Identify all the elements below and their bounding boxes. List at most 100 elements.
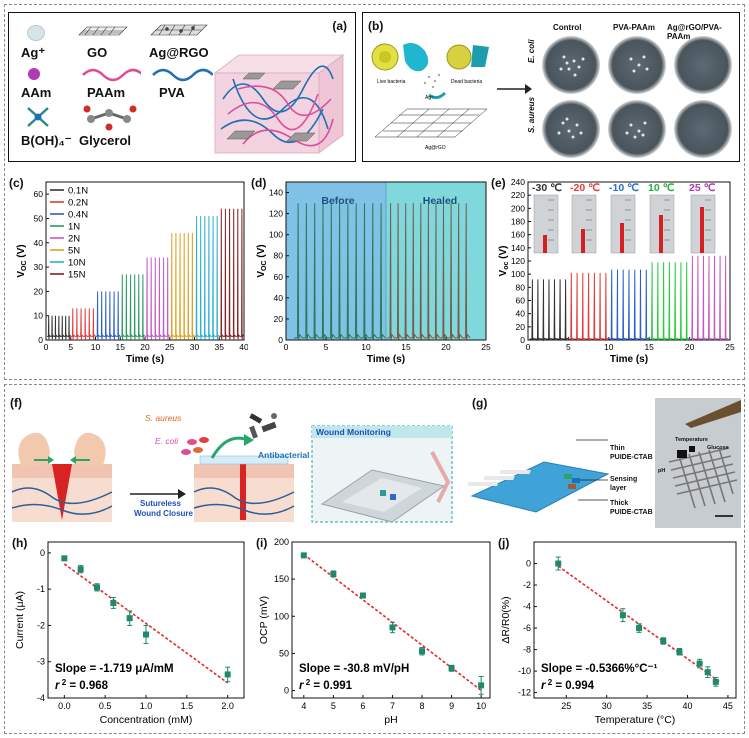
chart-e: 0 5 10 15 20 25020406080100120140160180200220… xyxy=(498,178,735,365)
y-tick-label: -2 xyxy=(523,580,531,590)
r2-annotation: r 2 = 0.994 xyxy=(541,678,595,692)
slope-annotation: Slope = -30.8 mV/pH xyxy=(299,663,409,675)
label-wound-monitoring: Wound Monitoring xyxy=(316,427,391,437)
temp-label: -30 ℃ xyxy=(532,182,562,194)
y-tick-label: -1 xyxy=(37,584,45,594)
hydrogel-network-illustration xyxy=(213,54,345,154)
legend-label: 15N xyxy=(68,270,86,281)
dish-pva-saureus xyxy=(608,100,666,158)
thermometer-mercury xyxy=(659,215,663,253)
data-point xyxy=(110,599,117,606)
x-tick-label: 0 xyxy=(284,342,289,352)
r2-annotation: r 2 = 0.968 xyxy=(55,678,109,692)
x-tick-label: 25 xyxy=(165,342,175,352)
data-point xyxy=(94,584,100,591)
y-tick-label: 80 xyxy=(516,282,526,292)
mat-pva: PVA xyxy=(159,85,185,100)
x-axis-label: Time (s) xyxy=(367,354,405,365)
y-tick-label: 140 xyxy=(511,243,525,253)
y-tick-label: 60 xyxy=(274,272,284,282)
label-healed: Healed xyxy=(423,195,457,207)
thermometer-mercury xyxy=(620,223,624,253)
x-tick-label: 20 xyxy=(685,342,695,352)
skin-tissue-left xyxy=(12,432,113,522)
y-tick-label: 220 xyxy=(511,190,525,200)
series-line-10 xyxy=(649,262,690,342)
chart-j: 25 30 35 40 45 0 -2 -4 -6 -8 -10 -12 Temperature (°C… xyxy=(500,541,737,726)
y-tick-label: 140 xyxy=(269,188,283,198)
dead-bacteria-cluster xyxy=(249,413,277,439)
x-tick-label: 0.0 xyxy=(58,701,71,711)
x-tick-label: 35 xyxy=(215,342,225,352)
dish-pva-ecoli xyxy=(608,36,666,94)
label-layer: layer xyxy=(610,485,627,492)
panel-label-i: (i) xyxy=(256,536,268,550)
data-point xyxy=(712,678,719,685)
fit-line xyxy=(63,563,229,684)
plot-frame xyxy=(533,541,737,699)
panel-label-f: (f) xyxy=(10,396,22,410)
temp-label: 25 ℃ xyxy=(689,182,716,194)
y-tick-label: -3 xyxy=(37,657,45,667)
y-tick-label: 20 xyxy=(516,322,526,332)
data-point xyxy=(478,682,485,689)
x-axis-label: Concentration (mM) xyxy=(100,714,193,726)
x-tick-label: 0.5 xyxy=(99,701,112,711)
y-axis-label: OCP (mV) xyxy=(258,596,270,644)
legend-label: 0.1N xyxy=(68,186,88,197)
row-label-ecoli: E. coli xyxy=(527,39,536,63)
data-point xyxy=(619,612,626,619)
y-tick-label: 40 xyxy=(516,309,526,319)
svg-text:Live bacteria: Live bacteria xyxy=(377,79,406,85)
plot-frame xyxy=(291,541,491,699)
data-point xyxy=(636,625,643,632)
svg-text:Dead bacteria: Dead bacteria xyxy=(451,79,482,85)
data-point xyxy=(676,648,683,655)
y-tick-label: 180 xyxy=(511,217,525,227)
bottom-section-border xyxy=(4,384,745,734)
series-line-10 xyxy=(608,269,650,342)
wound-closure-illustration xyxy=(12,413,453,523)
label-temperature: Temperature xyxy=(675,437,708,443)
series-line-5N xyxy=(169,232,195,340)
label-thick: Thick xyxy=(610,500,629,507)
x-tick-label: 4 xyxy=(301,701,306,711)
y-tick-label: -12 xyxy=(518,688,531,698)
y-axis-label: ΔR/R0(%) xyxy=(500,596,512,643)
chart-d: 0 5 10 15 20 25 0 20 40 60 80 100 120 140 Time (s) VOC … xyxy=(256,181,491,365)
x-tick-label: 35 xyxy=(642,701,652,711)
panel-label-a: (a) xyxy=(332,19,347,33)
series-line-02N xyxy=(70,308,96,340)
ag-rgo-icon xyxy=(150,24,208,36)
row-label-saureus: S. aureus xyxy=(527,96,536,133)
x-tick-label: 6 xyxy=(360,701,365,711)
x-tick-label: 0 xyxy=(44,342,49,352)
x-tick-label: 25 xyxy=(561,701,571,711)
y-tick-label: 50 xyxy=(279,648,289,658)
sensor-schematic xyxy=(468,432,610,513)
dish-agrgo-saureus xyxy=(674,100,732,158)
data-point xyxy=(61,555,68,562)
top-section-border xyxy=(4,4,745,380)
legend-label: 10N xyxy=(68,258,86,269)
data-point xyxy=(419,648,426,655)
temp-label: 10 ℃ xyxy=(648,182,675,194)
series-line-25 xyxy=(689,255,729,342)
ag-ion-icon xyxy=(27,25,45,41)
data-point xyxy=(389,624,396,631)
data-point xyxy=(330,570,337,577)
data-point xyxy=(696,660,703,667)
series-line-1N xyxy=(120,274,146,340)
y-tick-label: 40 xyxy=(274,293,284,303)
chart-c: 0 5 10 15 20 25 30 35 40 0 10 20 30 40 50 60 Time (s) VOC… xyxy=(16,181,248,365)
y-tick-label: -10 xyxy=(518,666,531,676)
arrow-right-icon xyxy=(497,84,532,94)
legend-label: 5N xyxy=(68,246,80,257)
mat-glycerol: Glycerol xyxy=(79,133,132,148)
label-thick-puide: PUIDE-CTAB xyxy=(610,509,653,516)
x-tick-label: 8 xyxy=(420,701,425,711)
label-antibacterial: Antibacterial xyxy=(258,450,310,460)
x-tick-label: 20 xyxy=(140,342,150,352)
y-tick-label: 100 xyxy=(269,230,283,240)
